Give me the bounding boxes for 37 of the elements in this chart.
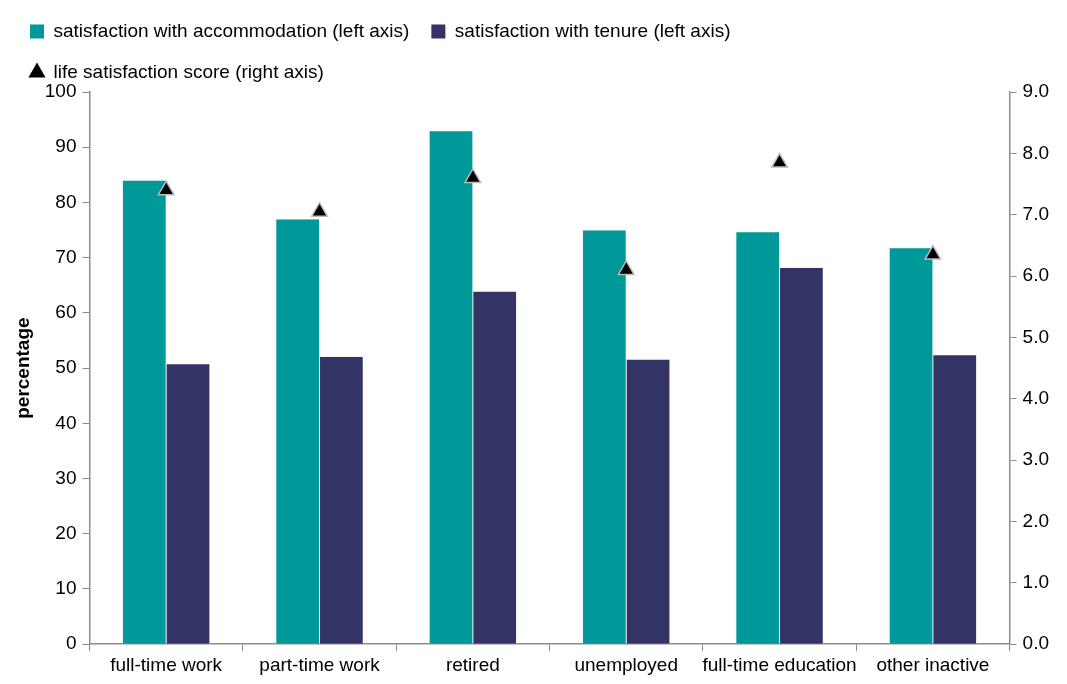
- y-tick-label: 80: [55, 190, 77, 212]
- y2-tick-label: 9.0: [1022, 80, 1050, 102]
- y2-tick-label: 3.0: [1022, 448, 1050, 470]
- x-tick-label: retired: [445, 653, 500, 675]
- legend-label: satisfaction with tenure (left axis): [454, 19, 731, 41]
- y2-tick-label: 6.0: [1022, 264, 1050, 286]
- x-tick-label: other inactive: [876, 653, 990, 675]
- y2-tick-label: 2.0: [1022, 509, 1050, 531]
- y-tick-label: 30: [55, 466, 77, 488]
- y-tick-label: 10: [55, 577, 77, 599]
- point: [157, 180, 175, 196]
- y-axis-title: percentage: [11, 317, 33, 419]
- y-tick-label: 20: [55, 521, 77, 543]
- legend-label: life satisfaction score (right axis): [53, 60, 324, 82]
- y2-tick-label: 7.0: [1022, 202, 1050, 224]
- y2-tick-label: 4.0: [1022, 387, 1050, 409]
- x-tick-label: full-time work: [110, 653, 223, 675]
- point: [771, 152, 789, 168]
- y-tick-label: 90: [55, 135, 77, 157]
- y-tick-label: 50: [55, 356, 77, 378]
- x-tick-label: unemployed: [574, 653, 678, 675]
- point: [464, 168, 482, 184]
- point: [617, 260, 635, 276]
- y2-tick-label: 8.0: [1022, 141, 1050, 163]
- point: [924, 244, 942, 260]
- y-tick-label: 40: [55, 411, 77, 433]
- y-tick-label: 60: [55, 301, 77, 323]
- y-tick-label: 100: [44, 80, 77, 102]
- y-tick-label: 0: [65, 632, 77, 654]
- y2-tick-label: 1.0: [1022, 571, 1050, 593]
- point: [310, 201, 329, 217]
- legend-label: satisfaction with accommodation (left axis): [53, 19, 410, 41]
- y2-tick-label: 5.0: [1022, 325, 1050, 347]
- y-tick-label: 70: [55, 245, 77, 267]
- y2-tick-label: 0.0: [1022, 632, 1050, 654]
- x-tick-label: full-time education: [702, 653, 857, 675]
- x-tick-label: part-time work: [259, 653, 381, 675]
